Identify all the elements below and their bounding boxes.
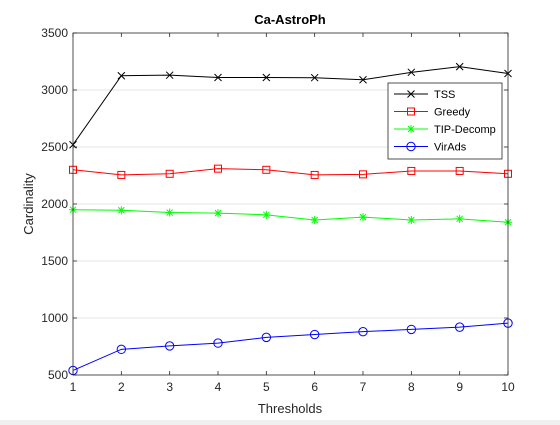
data-point-tss	[359, 75, 367, 84]
x-tick-label: 3	[166, 380, 173, 394]
y-tick-label: 2500	[41, 140, 68, 154]
series-tss	[69, 62, 512, 149]
y-tick-label: 2000	[41, 197, 68, 211]
data-point-tip-decomp	[455, 214, 464, 223]
data-point-tip-decomp	[359, 213, 367, 222]
data-point-greedy	[455, 166, 464, 175]
data-point-virads	[261, 332, 272, 343]
legend-label: TIP-Decomp	[434, 124, 496, 136]
x-tick-label: 4	[215, 380, 222, 394]
legend-label: VirAds	[434, 142, 467, 154]
x-tick-label: 7	[360, 380, 367, 394]
x-tick-label: 9	[456, 380, 463, 394]
data-point-tip-decomp	[214, 209, 222, 218]
legend-item-tss: TSS	[394, 89, 455, 101]
data-point-tss	[310, 73, 319, 82]
data-point-greedy	[262, 165, 271, 174]
data-point-tip-decomp	[262, 210, 271, 219]
legend-item-greedy: Greedy	[394, 107, 471, 119]
x-tick-label: 1	[70, 380, 77, 394]
x-axis-label: Thresholds	[258, 401, 323, 416]
legend-marker	[406, 141, 416, 152]
legend-label: Greedy	[434, 107, 471, 119]
series-line-greedy	[72, 168, 509, 176]
axis-ticks: 500 1000 1500 2000 2500 3000 3500 1 2 3 4 5 6 7 8 9 10	[41, 26, 515, 394]
x-tick-label: 10	[501, 380, 515, 394]
data-point-tss	[262, 73, 271, 82]
legend-marker	[407, 125, 415, 133]
series-line-tip-decomp	[72, 209, 509, 223]
data-point-tss	[117, 71, 126, 80]
series-line-virads	[72, 322, 509, 371]
data-point-greedy	[359, 170, 367, 179]
chart-title: Ca-AstroPh	[254, 12, 326, 27]
data-point-greedy	[214, 164, 222, 173]
legend-item-virads: VirAds	[394, 142, 467, 154]
data-point-virads	[116, 344, 127, 355]
data-point-virads	[406, 324, 417, 335]
x-tick-label: 8	[408, 380, 415, 394]
data-point-tss	[214, 73, 222, 82]
grid-lines	[73, 89, 508, 319]
x-tick-label: 6	[311, 380, 318, 394]
data-point-virads	[164, 341, 175, 351]
y-tick-label: 1000	[41, 311, 68, 325]
data-point-virads	[454, 322, 465, 332]
series-greedy	[69, 164, 512, 179]
data-point-tss	[455, 62, 464, 71]
legend-marker	[407, 107, 415, 116]
data-point-tss	[407, 68, 416, 77]
y-tick-label: 3500	[41, 26, 68, 40]
data-point-virads	[309, 329, 320, 340]
y-tick-label: 3000	[41, 83, 68, 97]
y-tick-label: 1500	[41, 254, 68, 268]
series-virads	[68, 318, 513, 376]
data-point-virads	[213, 338, 223, 348]
data-point-greedy	[165, 169, 174, 178]
data-point-virads	[358, 326, 368, 337]
legend-label: TSS	[434, 89, 455, 101]
data-point-tip-decomp	[165, 208, 174, 217]
series-line-tss	[72, 66, 509, 146]
legend: TSS Greedy TIP-Decomp VirAds	[387, 82, 503, 160]
legend-marker	[407, 90, 415, 98]
data-point-tip-decomp	[117, 206, 126, 215]
x-tick-label: 5	[263, 380, 270, 394]
data-point-tip-decomp	[407, 215, 416, 224]
y-tick-label: 500	[48, 368, 68, 382]
data-point-tss	[165, 71, 174, 80]
legend-item-tip-decomp: TIP-Decomp	[394, 124, 496, 136]
y-axis-label: Cardinality	[21, 173, 36, 235]
data-point-greedy	[407, 166, 416, 175]
x-tick-label: 2	[118, 380, 125, 394]
data-point-greedy	[117, 170, 126, 179]
series-group	[68, 62, 513, 376]
data-point-greedy	[310, 170, 319, 179]
data-point-tip-decomp	[310, 215, 319, 224]
